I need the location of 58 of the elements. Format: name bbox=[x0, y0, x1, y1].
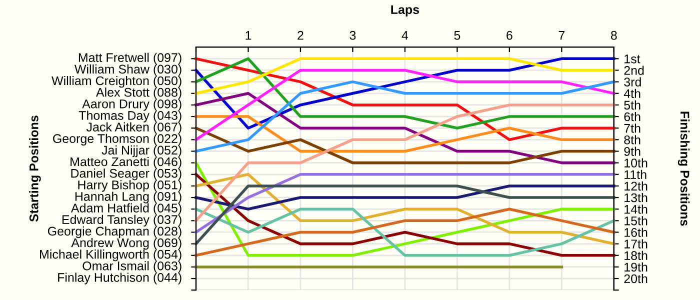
y2-tick-label: 15th bbox=[624, 216, 648, 226]
text: Andrew Wong (069) bbox=[71, 238, 182, 250]
y2-tick-label: 20th bbox=[624, 274, 648, 284]
y2-tick-label: 1st bbox=[624, 54, 640, 64]
x-tick-label: 3 bbox=[350, 30, 356, 40]
y2-tick-label: 11th bbox=[624, 170, 646, 180]
text: Starting Positions bbox=[29, 116, 41, 222]
y2-tick-label: 18th bbox=[624, 250, 648, 260]
x-tick-label: 2 bbox=[298, 30, 304, 40]
y2-tick-label: 10th bbox=[624, 158, 648, 168]
text: Michael Killingworth (054) bbox=[40, 250, 182, 262]
y2-tick-label: 9th bbox=[624, 146, 640, 156]
text: Matt Fretwell (097) bbox=[78, 52, 182, 64]
line-series bbox=[194, 126, 616, 164]
text: William Shaw (030) bbox=[74, 64, 182, 76]
text: Matteo Zanetti (046) bbox=[70, 156, 182, 169]
line-series bbox=[194, 115, 616, 153]
text: Jai Nijjar (052) bbox=[102, 145, 182, 158]
text: William Creighton (050) bbox=[52, 76, 182, 88]
x-tick-label: 6 bbox=[506, 30, 512, 40]
y2-tick-label: 5th bbox=[624, 100, 640, 110]
line-series bbox=[194, 80, 616, 153]
line-series bbox=[194, 57, 616, 95]
y2-tick-label: 4th bbox=[624, 88, 640, 98]
y2-tick-label: 14th bbox=[624, 204, 648, 214]
x-tick-label: 8 bbox=[610, 30, 617, 40]
text: Alex Stott (088) bbox=[96, 88, 182, 100]
y2-tick-label: 16th bbox=[624, 228, 648, 237]
y2-tick-label: 6th bbox=[624, 112, 640, 122]
text: Edward Tansley (037) bbox=[62, 214, 182, 226]
y2-tick-label: 8th bbox=[624, 135, 640, 144]
y2-tick-label: 2nd bbox=[624, 66, 644, 75]
x-tick-label: 7 bbox=[558, 31, 565, 40]
text: Adam Hatfield (045) bbox=[70, 203, 182, 215]
text: Daniel Seager (053) bbox=[71, 168, 182, 180]
text: Thomas Day (043) bbox=[78, 110, 182, 122]
text: Hannah Lang (091) bbox=[75, 192, 182, 204]
x-tick-label: 4 bbox=[402, 31, 408, 40]
text: George Thomson (022) bbox=[53, 134, 182, 146]
line-series bbox=[194, 92, 616, 164]
y2-tick-label: 13th bbox=[624, 193, 648, 202]
text: Aaron Drury (098) bbox=[82, 99, 182, 111]
y2-tick-label: 3rd bbox=[624, 77, 641, 86]
line-series bbox=[194, 208, 616, 257]
x-axis-title: Laps bbox=[391, 5, 420, 17]
text: Omar Ismail (063) bbox=[82, 261, 182, 273]
text: Georgie Chapman (028) bbox=[48, 226, 182, 238]
y2-tick-label: 7th bbox=[624, 124, 640, 133]
y2-tick-label: 17th bbox=[624, 239, 648, 248]
x-tick-label: 1 bbox=[246, 31, 252, 40]
y2-tick-label: 19th bbox=[624, 262, 648, 272]
line-series bbox=[194, 104, 616, 222]
x-tick-label: 5 bbox=[454, 31, 460, 40]
y2-tick-label: 12th bbox=[624, 181, 648, 191]
y2-axis-title: Finishing Positions bbox=[678, 112, 690, 226]
text: Finlay Hutchison (044) bbox=[58, 272, 182, 284]
text: Jack Aitken (067) bbox=[86, 122, 182, 134]
text: Harry Bishop (051) bbox=[78, 180, 182, 192]
